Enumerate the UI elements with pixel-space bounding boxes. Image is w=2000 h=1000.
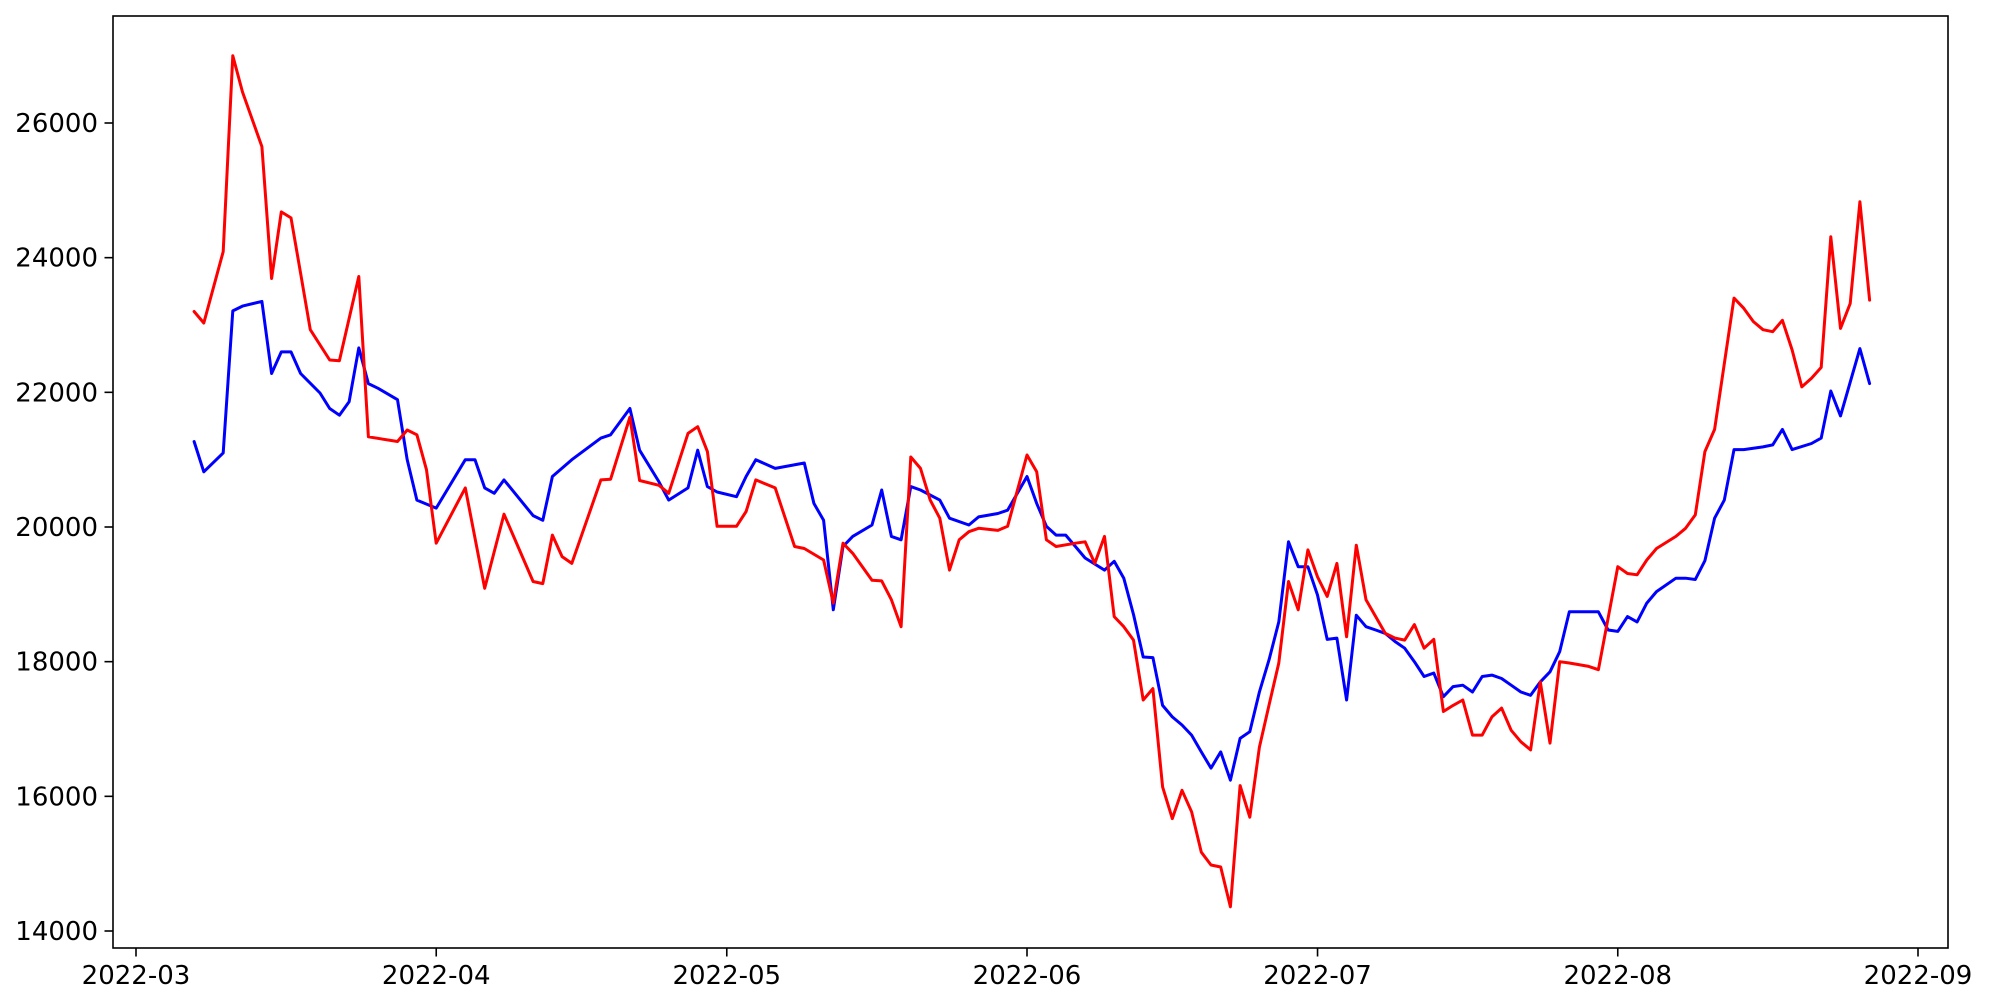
y-tick-label: 26000 <box>15 109 98 139</box>
y-tick-label: 16000 <box>15 782 98 812</box>
x-tick-label: 2022-09 <box>1864 961 1973 991</box>
y-tick-label: 18000 <box>15 648 98 678</box>
y-tick-label: 24000 <box>15 244 98 274</box>
y-axis: 14000 16000 18000 20000 22000 24000 26000 <box>15 109 113 947</box>
x-tick-label: 2022-06 <box>973 961 1082 991</box>
x-tick-label: 2022-08 <box>1563 961 1672 991</box>
y-tick-label: 14000 <box>15 917 98 947</box>
blue-series-line <box>192 299 1872 782</box>
x-tick-label: 2022-05 <box>672 961 781 991</box>
x-axis: 2022-03 2022-04 2022-05 2022-06 2022-07 2022-… <box>82 948 1973 991</box>
x-tick-label: 2022-07 <box>1263 961 1372 991</box>
x-tick-label: 2022-04 <box>382 961 491 991</box>
red-series-line <box>192 54 1872 909</box>
y-tick-label: 20000 <box>15 513 98 543</box>
y-tick-label: 22000 <box>15 378 98 408</box>
x-tick-label: 2022-03 <box>82 961 191 991</box>
